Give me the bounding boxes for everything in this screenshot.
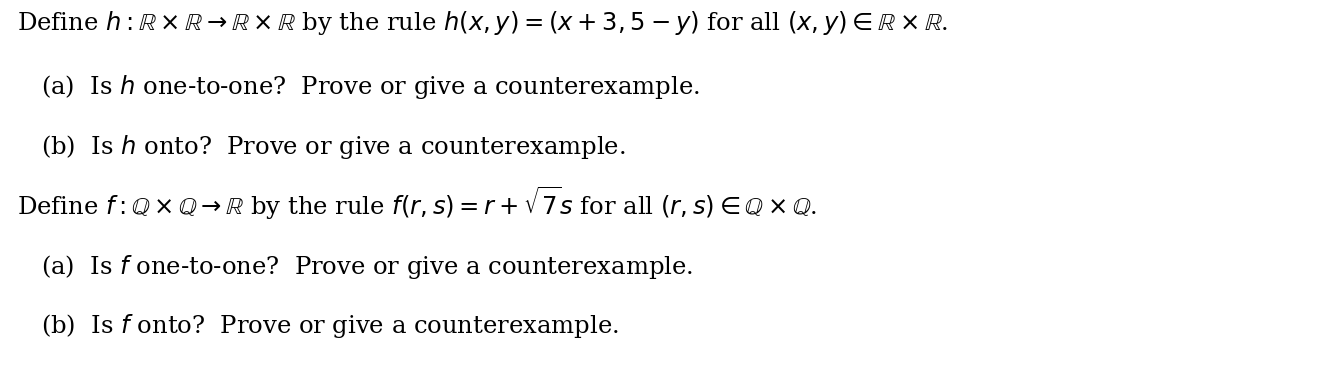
Text: (a)  Is $f$ one-to-one?  Prove or give a counterexample.: (a) Is $f$ one-to-one? Prove or give a c…	[41, 253, 693, 282]
Text: Define $f : \mathbb{Q} \times \mathbb{Q} \rightarrow \mathbb{R}$ by the rule $f(: Define $f : \mathbb{Q} \times \mathbb{Q}…	[17, 185, 817, 222]
Text: (b)  Is $f$ onto?  Prove or give a counterexample.: (b) Is $f$ onto? Prove or give a counter…	[41, 313, 618, 340]
Text: (b)  Is $h$ onto?  Prove or give a counterexample.: (b) Is $h$ onto? Prove or give a counter…	[41, 132, 626, 161]
Text: (a)  Is $h$ one-to-one?  Prove or give a counterexample.: (a) Is $h$ one-to-one? Prove or give a c…	[41, 74, 700, 101]
Text: Define $h : \mathbb{R} \times \mathbb{R} \rightarrow \mathbb{R} \times \mathbb{R: Define $h : \mathbb{R} \times \mathbb{R}…	[17, 9, 949, 37]
